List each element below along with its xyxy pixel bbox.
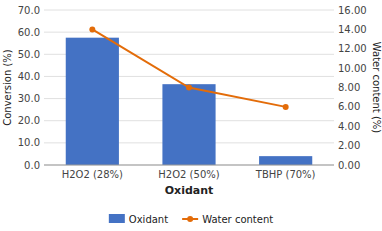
y2-axis-label: Water content (%) [371, 42, 382, 134]
legend-item: Oxidant [109, 214, 168, 225]
marks [66, 26, 313, 165]
grid-line [44, 32, 334, 33]
line-marker [186, 85, 192, 91]
bar [259, 156, 312, 165]
legend-swatch [109, 214, 125, 223]
y2-tick-label: 0.00 [338, 160, 360, 171]
x-tick-label: H2O2 (28%) [62, 169, 123, 180]
y-tick-label: 40.0 [18, 71, 40, 82]
y-tick-label: 0.0 [24, 160, 40, 171]
y-tick-label: 70.0 [18, 5, 40, 16]
legend-marker [187, 216, 193, 222]
y2-tick-label: 8.00 [338, 82, 360, 93]
legend-label: Water content [202, 214, 273, 225]
x-axis-line [44, 165, 334, 166]
line-marker [283, 104, 289, 110]
legend-label: Oxidant [129, 214, 168, 225]
y-tick-label: 50.0 [18, 49, 40, 60]
bar [66, 38, 119, 165]
y-tick-label: 60.0 [18, 27, 40, 38]
grid-line [44, 165, 334, 166]
line [92, 29, 285, 107]
x-tick-label: TBHP (70%) [255, 169, 316, 180]
y2-tick-label: 2.00 [338, 140, 360, 151]
y-tick-label: 30.0 [18, 93, 40, 104]
y2-tick-label: 4.00 [338, 121, 360, 132]
y2-tick-label: 6.00 [338, 101, 360, 112]
x-axis-label: Oxidant [165, 184, 214, 197]
y-tick-label: 20.0 [18, 115, 40, 126]
y2-tick-label: 10.00 [338, 63, 367, 74]
y-tick-label: 10.0 [18, 137, 40, 148]
chart: 0.0 10.0 20.0 30.0 40.0 50.0 60.0 70.0 0.00 2.00 4… [0, 0, 382, 231]
grid-line [44, 10, 334, 11]
legend: Oxidant Water content [109, 214, 273, 225]
y2-tick-label: 12.00 [338, 43, 367, 54]
y2-tick-label: 16.00 [338, 5, 367, 16]
bar [162, 84, 215, 165]
legend-item: Water content [182, 214, 273, 225]
line-marker [89, 26, 95, 32]
x-tick-label: H2O2 (50%) [158, 169, 219, 180]
grid [44, 10, 334, 165]
y-axis-label: Conversion (%) [2, 49, 13, 126]
y2-tick-label: 14.00 [338, 24, 367, 35]
